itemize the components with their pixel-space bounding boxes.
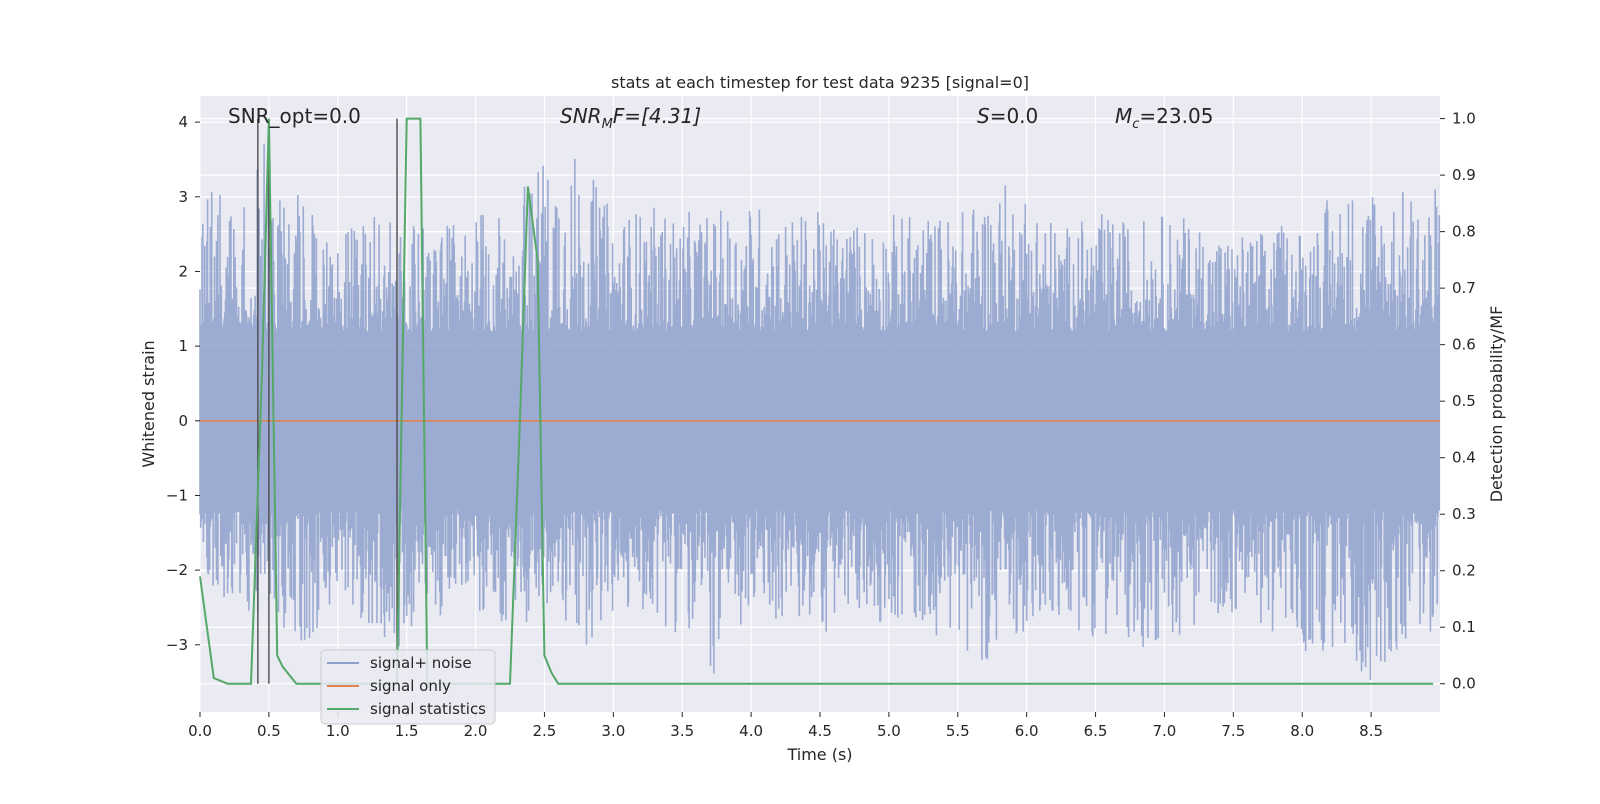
left-y-tick-label: −1: [166, 486, 188, 504]
x-tick-label: 7.0: [1153, 722, 1177, 740]
right-y-tick-label: 0.7: [1452, 279, 1476, 297]
left-y-tick-label: −3: [166, 636, 188, 654]
x-tick-label: 4.0: [739, 722, 763, 740]
left-y-axis-ticks: 4 3 2 1 0 −1 −2 −3: [166, 113, 200, 654]
right-y-axis-ticks: 1.0 0.9 0.8 0.7 0.6 0.5 0.4 0.3 0.2 0.1 0.0: [1440, 110, 1476, 693]
s-prefix: S: [977, 104, 990, 128]
right-y-tick-label: 0.9: [1452, 166, 1476, 184]
snr-mf-annotation: SNRMF=[4.31]: [560, 104, 701, 132]
snr-mf-subscript: M: [602, 117, 613, 132]
right-y-tick-label: 0.4: [1452, 449, 1476, 467]
legend-label-signal-only: signal only: [370, 677, 451, 695]
x-tick-label: 1.5: [395, 722, 419, 740]
legend-label-signal-statistics: signal statistics: [370, 700, 486, 718]
x-axis-ticks: 0.0 0.5 1.0 1.5 2.0 2.5 3.0 3.5 4.0 4.5 5.0 5.5 6.0 6…: [188, 712, 1383, 740]
x-tick-label: 8.5: [1359, 722, 1383, 740]
left-y-tick-label: 1: [178, 337, 188, 355]
right-y-tick-label: 0.2: [1452, 562, 1476, 580]
x-axis-label: Time (s): [786, 745, 852, 764]
legend-label-signal-noise: signal+ noise: [370, 654, 472, 672]
x-tick-label: 5.5: [946, 722, 970, 740]
snr-mf-value: F=[4.31]: [613, 104, 701, 128]
x-tick-label: 3.5: [670, 722, 694, 740]
chart-title: stats at each timestep for test data 923…: [611, 73, 1029, 92]
s-annotation: S=0.0: [977, 104, 1038, 128]
x-tick-label: 6.0: [1015, 722, 1039, 740]
snr-mf-prefix: SNR: [560, 104, 602, 128]
left-y-tick-label: 2: [178, 262, 188, 280]
mc-value: =23.05: [1139, 104, 1213, 128]
x-tick-label: 0.5: [257, 722, 281, 740]
right-y-tick-label: 0.8: [1452, 223, 1476, 241]
right-y-tick-label: 0.3: [1452, 505, 1476, 523]
left-y-axis-label: Whitened strain: [139, 340, 158, 467]
noise-trace: [199, 144, 1441, 680]
mc-subscript: c: [1132, 117, 1139, 132]
mc-annotation: Mc=23.05: [1115, 104, 1213, 132]
marker-lines: [257, 118, 398, 684]
left-y-tick-label: −2: [166, 561, 188, 579]
x-tick-label: 0.0: [188, 722, 212, 740]
snr-opt-annotation: SNR_opt=0.0: [228, 104, 361, 128]
x-tick-label: 6.5: [1084, 722, 1108, 740]
x-tick-label: 4.5: [808, 722, 832, 740]
x-tick-label: 3.0: [601, 722, 625, 740]
x-tick-label: 5.0: [877, 722, 901, 740]
left-y-tick-label: 0: [178, 412, 188, 430]
x-tick-label: 8.0: [1290, 722, 1314, 740]
noise-trace-path: [199, 144, 1441, 680]
x-tick-label: 2.5: [533, 722, 557, 740]
right-y-tick-label: 0.5: [1452, 392, 1476, 410]
right-y-tick-label: 0.0: [1452, 675, 1476, 693]
x-tick-label: 7.5: [1221, 722, 1245, 740]
legend: signal+ noise signal only signal statist…: [320, 649, 496, 725]
right-y-tick-label: 1.0: [1452, 110, 1476, 128]
right-y-axis-label: Detection probability/MF: [1487, 306, 1506, 503]
s-value: =0.0: [990, 104, 1039, 128]
x-tick-label: 1.0: [326, 722, 350, 740]
right-y-tick-label: 0.6: [1452, 336, 1476, 354]
right-y-tick-label: 0.1: [1452, 618, 1476, 636]
mc-prefix: M: [1115, 104, 1132, 128]
legend-box: [320, 649, 496, 725]
x-tick-label: 2.0: [464, 722, 488, 740]
left-y-tick-label: 3: [178, 188, 188, 206]
left-y-tick-label: 4: [178, 113, 188, 131]
